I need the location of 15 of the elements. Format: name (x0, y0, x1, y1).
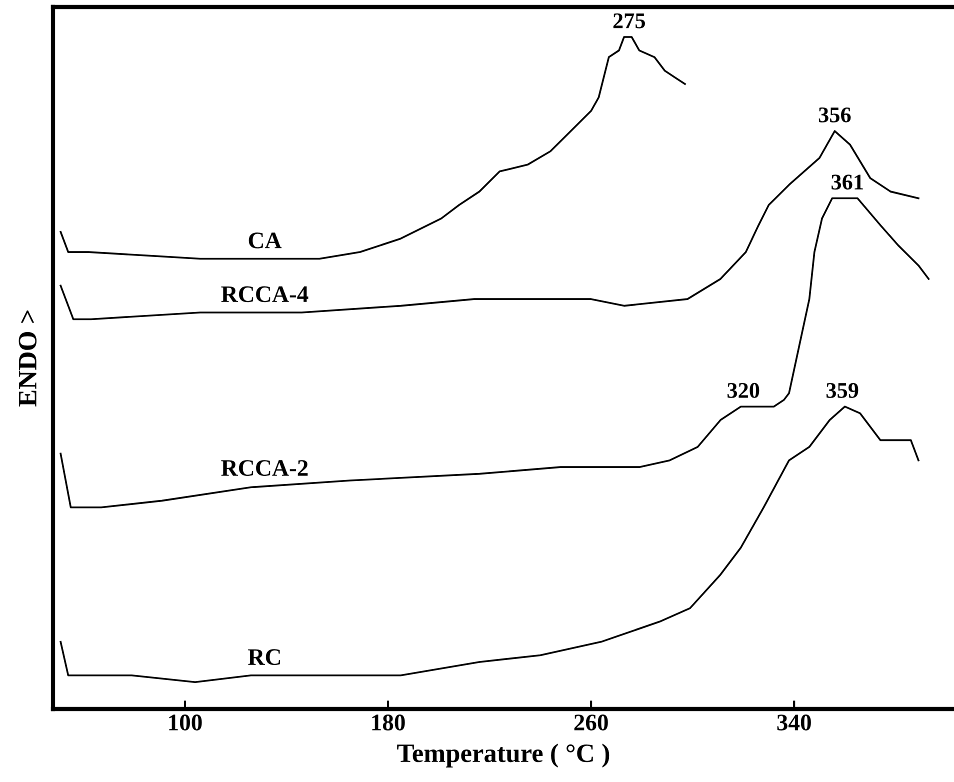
x-tick-label: 260 (574, 714, 608, 730)
series-label: RCCA-2 (221, 460, 308, 476)
x-axis-title: Temperature ( °C ) (397, 744, 610, 768)
x-tick-label: 100 (169, 714, 202, 730)
annotation: 356 (818, 107, 851, 122)
annotation: 359 (826, 382, 858, 398)
x-tick-label: 340 (777, 714, 811, 730)
x-tick-label: 180 (372, 714, 405, 730)
annotation: 361 (832, 174, 863, 190)
annotation: 275 (613, 13, 645, 28)
series-label: CA (248, 232, 282, 248)
series-label: RCCA-4 (221, 286, 308, 302)
series-label: RC (248, 649, 280, 666)
y-axis-title: ENDO > (18, 310, 37, 406)
annotation: 320 (728, 382, 760, 398)
